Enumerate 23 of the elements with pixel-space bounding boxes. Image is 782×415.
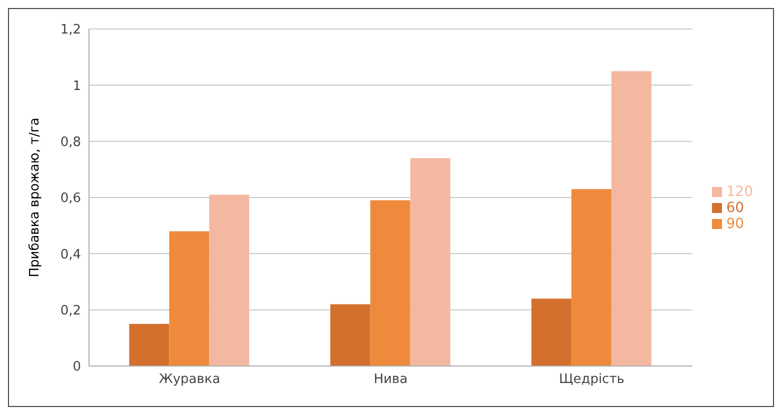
bar <box>611 71 652 366</box>
bar <box>571 189 612 366</box>
legend-label: 60 <box>726 200 744 216</box>
bar <box>410 158 450 366</box>
bar <box>169 231 210 366</box>
y-tick-label: 0,2 <box>60 303 81 318</box>
bar <box>330 304 370 366</box>
x-tick-label: Журавка <box>158 372 220 388</box>
legend-label: 90 <box>726 216 744 232</box>
x-tick-label: Нива <box>374 372 408 388</box>
y-tick-label: 0,8 <box>60 134 81 150</box>
bar <box>531 298 572 366</box>
bar <box>370 200 410 366</box>
y-tick-label: 1,2 <box>60 22 81 38</box>
y-tick-label: 0 <box>72 360 81 375</box>
y-axis-title: Прибавка врожаю, т/га <box>28 118 43 278</box>
bar <box>129 324 170 366</box>
y-tick-label: 1 <box>72 78 81 94</box>
y-tick-label: 0,6 <box>60 191 81 206</box>
bar <box>209 194 250 366</box>
legend-label: 120 <box>726 184 753 200</box>
x-tick-label: Щедрість <box>558 372 624 388</box>
y-tick-label: 0,4 <box>60 247 81 262</box>
